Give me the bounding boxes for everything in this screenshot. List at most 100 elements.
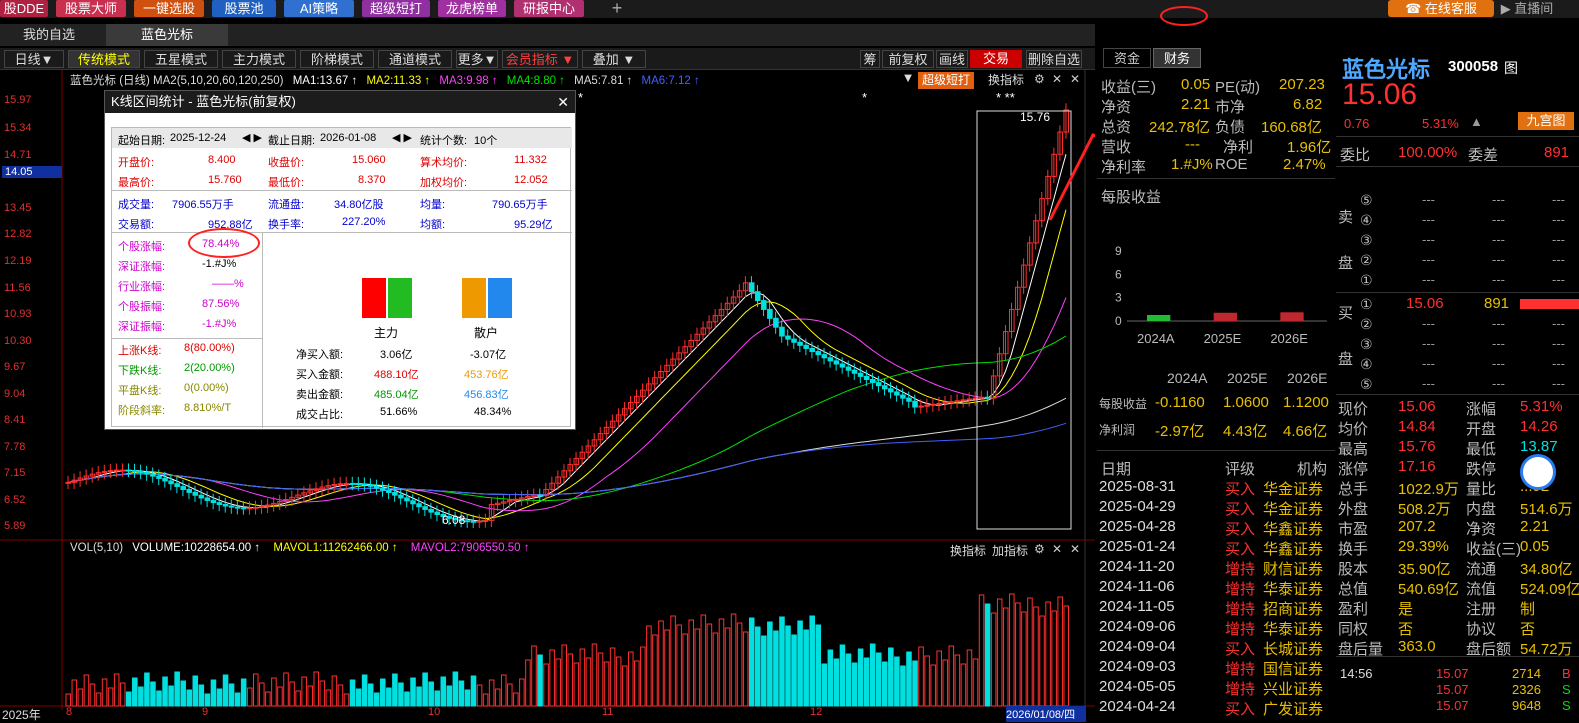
dialog-close-icon[interactable]: ✕ — [557, 94, 569, 110]
candle-body — [222, 503, 229, 507]
close-icon-2[interactable]: ✕ — [1070, 72, 1081, 86]
buy1-price[interactable]: 15.06 — [1406, 295, 1444, 312]
vol-close-icon[interactable]: ✕ — [1052, 542, 1063, 556]
rating-org[interactable]: 华泰证券 — [1263, 581, 1324, 598]
remove-watch-button[interactable]: 删除自选 — [1026, 50, 1082, 68]
candle-body — [658, 371, 664, 379]
close-icon[interactable]: ✕ — [1052, 72, 1063, 86]
tab-stock[interactable]: 蓝色光标 — [106, 24, 228, 46]
topbar-item-pool[interactable]: 股票池 — [212, 0, 276, 17]
candle-body — [259, 505, 265, 508]
adjust-select[interactable]: 前复权 ▼ — [882, 50, 934, 85]
add-icon[interactable]: + — [611, 0, 623, 18]
stat-value: 17.16 — [1398, 458, 1436, 475]
rating-org[interactable]: 华泰证券 — [1263, 621, 1324, 638]
vol-add-button[interactable]: 加指标 — [992, 544, 1029, 558]
rating-org[interactable]: 兴业证券 — [1263, 681, 1324, 698]
start-date[interactable]: 2025-12-24 — [170, 132, 227, 144]
overlay-select[interactable]: 叠加 ▼ — [582, 50, 646, 68]
main-buy-block — [362, 278, 386, 318]
volume-bar — [567, 653, 574, 707]
vol-settings-icon[interactable]: ⚙ — [1034, 542, 1045, 556]
sell-level-price[interactable]: --- — [1422, 192, 1435, 207]
start-arrows[interactable]: ◀ ▶ — [242, 132, 262, 144]
candle-body — [573, 457, 580, 466]
draw-line-button[interactable]: 画线 — [936, 50, 968, 68]
divider-v — [262, 232, 263, 428]
member-indicator-select[interactable]: 会员指标 ▼ — [502, 50, 578, 68]
buy-level-price[interactable]: --- — [1422, 316, 1435, 331]
live-button[interactable]: ▶ 直播间 — [1492, 0, 1562, 17]
stat-label: 内盘 — [1466, 501, 1497, 518]
nine-grid-button[interactable]: 九宫图 — [1518, 112, 1574, 130]
candle-body — [748, 282, 755, 293]
sell-level-price[interactable]: --- — [1422, 232, 1435, 247]
kline-chart-area[interactable]: 蓝色光标 (日线) MA2(5,10,20,60,120,250) MA1:13… — [0, 70, 1095, 722]
switch-indicator-button[interactable]: 换指标 — [987, 73, 1024, 87]
more-select[interactable]: 更多▼ — [456, 50, 498, 68]
chart-badge-icon[interactable]: 图 — [1504, 60, 1518, 76]
topbar-item-report[interactable]: 研报中心 — [514, 0, 584, 17]
topbar-item-short[interactable]: 超级短打 — [362, 0, 430, 17]
tab-funds[interactable]: 资金 — [1103, 48, 1151, 68]
vol-close-icon-2[interactable]: ✕ — [1070, 542, 1081, 556]
volume-bar — [440, 676, 447, 707]
rating-org[interactable]: 国信证券 — [1263, 661, 1324, 678]
sell-level-price[interactable]: --- — [1422, 212, 1435, 227]
rating-org[interactable]: 华鑫证券 — [1263, 541, 1324, 558]
stat-label: 外盘 — [1338, 501, 1369, 518]
count-label: 统计个数: — [420, 135, 468, 147]
stat-value: 207.2 — [1398, 518, 1436, 535]
assistant-float-icon[interactable] — [1520, 454, 1556, 490]
end-date[interactable]: 2026-01-08 — [320, 132, 377, 144]
mode-channel[interactable]: 通道模式 — [378, 50, 452, 68]
buy-level-price[interactable]: --- — [1422, 336, 1435, 351]
tab-finance[interactable]: 财务 — [1153, 48, 1201, 68]
tab-watchlist[interactable]: 我的自选 — [22, 27, 75, 42]
volume-bar — [888, 647, 894, 707]
volume-bar — [204, 693, 211, 707]
stat-label: 开盘 — [1466, 421, 1497, 438]
mode-five-star[interactable]: 五星模式 — [144, 50, 218, 68]
rating-date: 2024-05-05 — [1099, 678, 1176, 695]
candle-body — [410, 500, 416, 505]
volume-bar — [882, 661, 888, 707]
buy-level-price[interactable]: --- — [1422, 356, 1435, 371]
rating-org[interactable]: 华鑫证券 — [1263, 521, 1324, 538]
fin-label: 净资 — [1101, 99, 1132, 116]
online-service-button[interactable]: ☎ 在线客服 — [1388, 0, 1494, 17]
rating-org[interactable]: 长城证券 — [1263, 641, 1324, 658]
eps-value: 1.0600 — [1223, 394, 1269, 411]
chip-button[interactable]: 筹 — [860, 50, 880, 68]
rating-org[interactable]: 华金证券 — [1263, 501, 1324, 518]
volume-legend: VOL(5,10) VOLUME:10228654.00 ↑ MAVOL1:11… — [70, 542, 529, 554]
down-value: 2(20.00%) — [184, 362, 235, 374]
volume-bar — [682, 633, 688, 707]
sell-level-vol: --- — [1492, 192, 1505, 207]
settings-icon[interactable]: ⚙ — [1034, 72, 1045, 86]
stat-value: 1022.9万 — [1398, 481, 1459, 498]
volume-bar — [869, 643, 876, 707]
rating-org[interactable]: 广发证券 — [1263, 701, 1324, 718]
mode-traditional[interactable]: 传统模式 — [68, 50, 140, 68]
mode-ladder[interactable]: 阶梯模式 — [300, 50, 374, 68]
sell-level-price[interactable]: --- — [1422, 252, 1435, 267]
super-short-button[interactable]: 超级短打 — [918, 72, 974, 89]
topbar-item-ai[interactable]: AI策略 — [284, 0, 354, 17]
candle-body — [888, 388, 894, 393]
alert-bell-icon[interactable]: ▲ — [1470, 114, 1483, 129]
topbar-item-dde[interactable]: 股DDE — [0, 0, 48, 17]
period-select[interactable]: 日线▼ — [4, 50, 64, 68]
end-arrows[interactable]: ◀ ▶ — [392, 132, 412, 144]
topbar-item-master[interactable]: 股票大师 — [56, 0, 126, 17]
topbar-item-select[interactable]: 一键选股 — [134, 0, 204, 17]
topbar-item-dragon[interactable]: 龙虎榜单 — [438, 0, 506, 17]
mode-main-force[interactable]: 主力模式 — [222, 50, 296, 68]
buy-level-price[interactable]: --- — [1422, 376, 1435, 391]
trade-button[interactable]: 交易 — [970, 50, 1022, 68]
rating-org[interactable]: 华金证券 — [1263, 481, 1324, 498]
vol-switch-button[interactable]: 换指标 — [950, 544, 987, 558]
sell-level-price[interactable]: --- — [1422, 272, 1435, 287]
rating-org[interactable]: 财信证券 — [1263, 561, 1324, 578]
rating-org[interactable]: 招商证券 — [1263, 601, 1324, 618]
